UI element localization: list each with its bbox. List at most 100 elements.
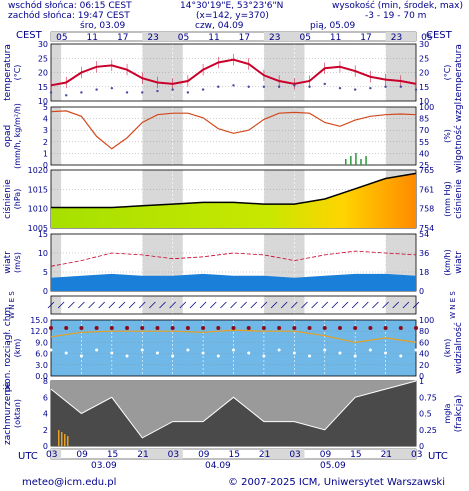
top-hour-tick: 11 xyxy=(87,33,98,43)
left-tick-temperature: 15 xyxy=(38,83,48,92)
cloud-top-dot xyxy=(49,326,53,330)
utc-right: UTC xyxy=(428,451,448,462)
temp-line xyxy=(50,58,417,87)
left-title-wind_dir: W N E S xyxy=(8,291,16,319)
left-tick-precip: 0 xyxy=(43,161,48,170)
wind-arrow xyxy=(98,301,105,309)
wind-arrow xyxy=(301,301,308,309)
utc-left: UTC xyxy=(18,451,38,462)
wind-arrow xyxy=(220,301,227,309)
top-hour-tick: 23 xyxy=(269,33,280,43)
pressure-line xyxy=(51,172,417,209)
dew-point xyxy=(293,84,296,87)
dew-point xyxy=(65,94,68,97)
wind-arrow xyxy=(199,301,207,309)
right-title-precip: wilgotność wzgl. xyxy=(453,99,464,173)
cloud-top-dot xyxy=(170,326,175,330)
bottom-hour-tick: 09 xyxy=(320,450,332,460)
wind-area xyxy=(51,273,416,291)
wind-arrow xyxy=(108,301,116,309)
cloud-top-dot xyxy=(155,326,160,330)
right-tick-clouds: 80 xyxy=(419,327,429,336)
left-tick-precip: 5 xyxy=(43,103,48,112)
cloud-top-dot xyxy=(353,326,358,330)
cloud-top-dot xyxy=(94,326,99,330)
left-tick-clouds: 3.0 xyxy=(35,361,48,370)
wind-arrow xyxy=(382,301,389,309)
top-hour-tick: 17 xyxy=(117,33,128,43)
right-tick-temperature: 30 xyxy=(419,40,429,49)
right-title-wind: wiatr xyxy=(454,251,464,274)
wind-arrow xyxy=(57,301,65,309)
right-title-pressure: ciśnienie xyxy=(453,179,464,219)
wind-arrow xyxy=(88,301,95,309)
footer-email[interactable]: meteo@icm.edu.pl xyxy=(22,477,117,488)
top-hour-tick: 23 xyxy=(391,33,402,43)
cloud-top-dot xyxy=(337,326,342,330)
right-tick-pressure: 765 xyxy=(419,166,434,175)
dew-point xyxy=(399,85,402,88)
right-tick-precip: 100 xyxy=(419,103,434,112)
humidity-line xyxy=(50,110,417,150)
wind-arrow xyxy=(47,301,55,309)
tz-right: CEST xyxy=(426,30,452,41)
top-hour-tick: 05 xyxy=(299,33,310,43)
dew-point xyxy=(414,88,418,91)
right-unit-clouds: (km) xyxy=(443,339,452,358)
cloud-top-dot xyxy=(383,326,388,330)
cloud-cover-area xyxy=(51,381,416,446)
left-tick-temperature: 10 xyxy=(38,97,48,106)
right-tick-wind: 18 xyxy=(419,268,429,277)
fog-bar xyxy=(61,432,63,446)
cloud-base-dot xyxy=(368,348,372,352)
cloud-top-dot xyxy=(261,326,266,330)
cloud-top-dot xyxy=(216,326,221,330)
dew-point xyxy=(171,88,174,91)
cloud-top-dot xyxy=(307,326,312,330)
night-shade-wind xyxy=(51,234,62,291)
cloud-top-dot xyxy=(292,326,297,330)
right-tick-cloud_cover: 0.5 xyxy=(419,410,432,419)
dew-point xyxy=(308,85,311,88)
right-unit-temperature: (°C) xyxy=(443,65,452,81)
bottom-night-3 xyxy=(385,449,416,459)
cloud-base-dot xyxy=(64,351,68,355)
night-shade-precip xyxy=(51,107,62,165)
cloud-base-dot xyxy=(201,351,205,355)
right-tick-clouds: 60 xyxy=(419,338,429,347)
right-tick-clouds: 20 xyxy=(419,361,429,370)
wind-arrow xyxy=(128,301,136,309)
top-hour-tick: 11 xyxy=(330,33,341,43)
left-tick-clouds: 0.0 xyxy=(35,372,48,381)
right-tick-temperature: 15 xyxy=(419,83,429,92)
left-tick-wind: 5 xyxy=(43,268,48,277)
right-tick-clouds: 0 xyxy=(419,372,424,381)
cloud-base-dot xyxy=(232,348,235,352)
left-tick-pressure: 1015 xyxy=(28,185,48,194)
bottom-hour-tick: 21 xyxy=(259,450,270,460)
grid-text: (x=142, y=370) xyxy=(196,11,269,21)
night-shade-temperature xyxy=(51,44,62,101)
dew-point xyxy=(232,84,235,87)
cloud-top-dot xyxy=(368,326,373,330)
panel-frame-clouds xyxy=(50,319,417,377)
height-label: wysokość (min, środek, max) xyxy=(332,1,463,11)
dew-point xyxy=(262,85,266,88)
cloud-top-dot xyxy=(398,326,403,330)
sunrise-text: wschód słońca: 06:15 CEST xyxy=(8,1,132,11)
top-night-0 xyxy=(51,32,62,41)
cloud-base-dot xyxy=(79,354,83,358)
date-label-2: 04.09 xyxy=(205,461,231,471)
right-tick-temperature: 20 xyxy=(419,69,429,78)
right-title-temperature: temperatura xyxy=(454,44,464,101)
top-hour-tick: 17 xyxy=(239,33,250,43)
panel-frame-precip xyxy=(50,106,417,166)
cloud-top-dot xyxy=(231,326,236,330)
sunset-text: zachód słońca: 19:47 CEST xyxy=(8,11,130,21)
wind-arrow xyxy=(78,301,85,309)
dew-point xyxy=(110,86,114,90)
right-title-clouds: widzialność xyxy=(453,322,464,374)
cloud-base-dot xyxy=(125,354,129,358)
bottom-hour-tick: 15 xyxy=(350,450,361,460)
right-tick-clouds: 100 xyxy=(419,316,434,325)
